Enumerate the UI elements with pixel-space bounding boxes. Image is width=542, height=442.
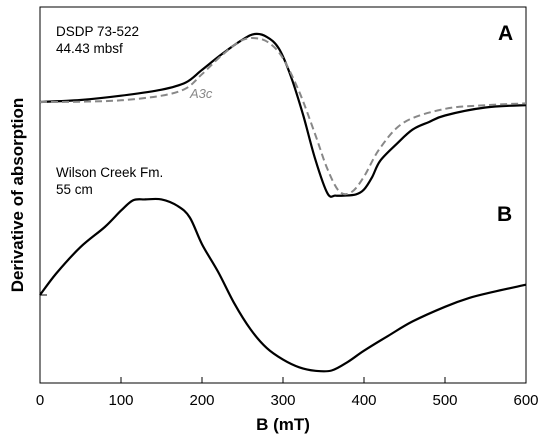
plot-frame <box>39 6 527 384</box>
y-axis-title: Derivative of absorption <box>8 98 27 293</box>
panel-a-label: A <box>498 22 513 45</box>
x-tick-label: 100 <box>108 392 133 409</box>
series-line-a-measured <box>39 32 527 198</box>
panel-b-annotation-line1: Wilson Creek Fm. <box>56 165 163 180</box>
panel-b-label: B <box>497 203 512 226</box>
x-tick-label: 400 <box>351 392 376 409</box>
x-tick-label: 200 <box>189 392 214 409</box>
x-tick-label: 300 <box>270 392 295 409</box>
series-line-a-a3c <box>39 37 527 196</box>
panel-b-annotation-line2: 55 cm <box>56 182 93 197</box>
panel-a-annotation-line2: 44.43 mbsf <box>56 41 123 56</box>
series-tag-a3c: A3c <box>189 86 213 101</box>
x-tick-label: 500 <box>432 392 457 409</box>
series-line-b-measured <box>39 197 527 373</box>
x-tick-label: 0 <box>36 392 44 409</box>
x-tick-label: 600 <box>513 392 538 409</box>
x-axis-title: B (mT) <box>256 415 310 434</box>
x-axis-ticks: 0 100 200 300 400 500 600 <box>36 377 539 409</box>
panel-a-annotation-line1: DSDP 73-522 <box>56 24 139 39</box>
